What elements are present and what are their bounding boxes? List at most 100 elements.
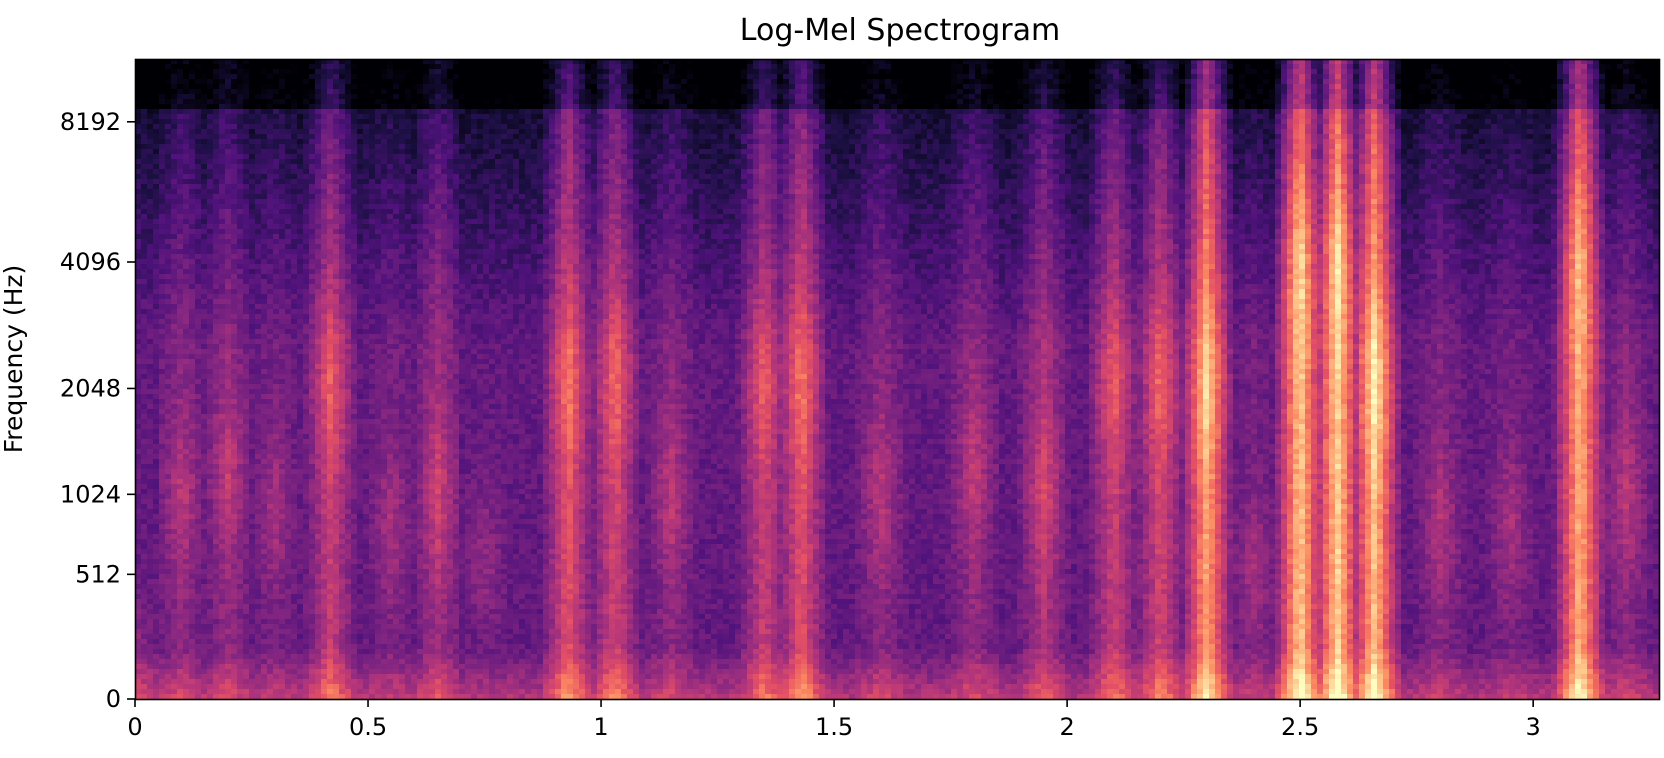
- heatmap-cell: [255, 479, 262, 485]
- heatmap-cell: [261, 214, 268, 220]
- heatmap-cell: [207, 274, 214, 280]
- heatmap-cell: [273, 359, 280, 365]
- heatmap-cell: [207, 529, 214, 535]
- heatmap-cell: [327, 669, 334, 675]
- heatmap-cell: [327, 489, 334, 495]
- heatmap-cell: [327, 529, 334, 535]
- heatmap-cell: [243, 139, 250, 145]
- heatmap-cell: [141, 289, 148, 295]
- heatmap-cell: [165, 464, 172, 470]
- heatmap-cell: [219, 84, 226, 90]
- heatmap-cell: [213, 494, 220, 500]
- heatmap-cell: [321, 199, 328, 205]
- heatmap-cell: [201, 239, 208, 245]
- heatmap-cell: [339, 474, 346, 480]
- heatmap-cell: [141, 599, 148, 605]
- heatmap-cell: [141, 659, 148, 665]
- heatmap-cell: [183, 439, 190, 445]
- heatmap-cell: [291, 139, 298, 145]
- heatmap-cell: [315, 479, 322, 485]
- heatmap-cell: [147, 269, 154, 275]
- heatmap-cell: [327, 129, 334, 135]
- heatmap-cell: [339, 254, 346, 260]
- heatmap-cell: [201, 284, 208, 290]
- heatmap-cell: [231, 404, 238, 410]
- heatmap-cell: [345, 259, 352, 265]
- heatmap-cell: [309, 334, 316, 340]
- heatmap-cell: [309, 544, 316, 550]
- heatmap-cell: [321, 104, 328, 110]
- heatmap-cell: [255, 369, 262, 375]
- heatmap-cell: [339, 239, 346, 245]
- heatmap-cell: [153, 674, 160, 680]
- heatmap-cell: [327, 329, 334, 335]
- heatmap-cell: [303, 644, 310, 650]
- heatmap-cell: [273, 204, 280, 210]
- heatmap-cell: [165, 84, 172, 90]
- heatmap-cell: [177, 609, 184, 615]
- heatmap-cell: [207, 484, 214, 490]
- heatmap-cell: [225, 444, 232, 450]
- heatmap-cell: [297, 259, 304, 265]
- heatmap-cell: [285, 624, 292, 630]
- heatmap-cell: [159, 514, 166, 520]
- heatmap-cell: [249, 69, 256, 75]
- heatmap-cell: [243, 574, 250, 580]
- heatmap-cell: [183, 689, 190, 695]
- heatmap-cell: [273, 519, 280, 525]
- heatmap-cell: [279, 214, 286, 220]
- heatmap-cell: [321, 664, 328, 670]
- heatmap-cell: [189, 164, 196, 170]
- heatmap-cell: [159, 144, 166, 150]
- heatmap-cell: [339, 69, 346, 75]
- heatmap-cell: [147, 244, 154, 250]
- heatmap-cell: [297, 269, 304, 275]
- heatmap-cell: [309, 324, 316, 330]
- heatmap-cell: [171, 394, 178, 400]
- heatmap-cell: [303, 619, 310, 625]
- heatmap-cell: [231, 124, 238, 130]
- heatmap-cell: [153, 259, 160, 265]
- heatmap-cell: [153, 469, 160, 475]
- heatmap-cell: [285, 609, 292, 615]
- heatmap-cell: [237, 384, 244, 390]
- heatmap-cell: [279, 379, 286, 385]
- heatmap-cell: [279, 139, 286, 145]
- heatmap-cell: [303, 384, 310, 390]
- heatmap-cell: [297, 594, 304, 600]
- heatmap-cell: [237, 159, 244, 165]
- heatmap-cell: [147, 624, 154, 630]
- heatmap-cell: [147, 444, 154, 450]
- heatmap-cell: [321, 639, 328, 645]
- heatmap-cell: [279, 579, 286, 585]
- heatmap-cell: [273, 674, 280, 680]
- heatmap-cell: [177, 99, 184, 105]
- heatmap-cell: [249, 539, 256, 545]
- heatmap-cell: [285, 514, 292, 520]
- heatmap-cell: [345, 119, 352, 125]
- heatmap-cell: [315, 519, 322, 525]
- heatmap-cell: [243, 309, 250, 315]
- heatmap-cell: [291, 544, 298, 550]
- heatmap-cell: [321, 299, 328, 305]
- heatmap-cell: [255, 224, 262, 230]
- heatmap-cell: [195, 489, 202, 495]
- heatmap-cell: [243, 459, 250, 465]
- heatmap-cell: [339, 154, 346, 160]
- heatmap-cell: [273, 384, 280, 390]
- heatmap-cell: [333, 609, 340, 615]
- heatmap-cell: [315, 159, 322, 165]
- heatmap-cell: [165, 534, 172, 540]
- heatmap-cell: [303, 64, 310, 70]
- heatmap-cell: [189, 69, 196, 75]
- heatmap-cell: [303, 544, 310, 550]
- heatmap-cell: [195, 389, 202, 395]
- heatmap-cell: [309, 244, 316, 250]
- heatmap-cell: [315, 249, 322, 255]
- heatmap-cell: [333, 89, 340, 95]
- heatmap-cell: [201, 654, 208, 660]
- heatmap-cell: [297, 389, 304, 395]
- heatmap-cell: [315, 424, 322, 430]
- heatmap-cell: [243, 359, 250, 365]
- heatmap-cell: [285, 349, 292, 355]
